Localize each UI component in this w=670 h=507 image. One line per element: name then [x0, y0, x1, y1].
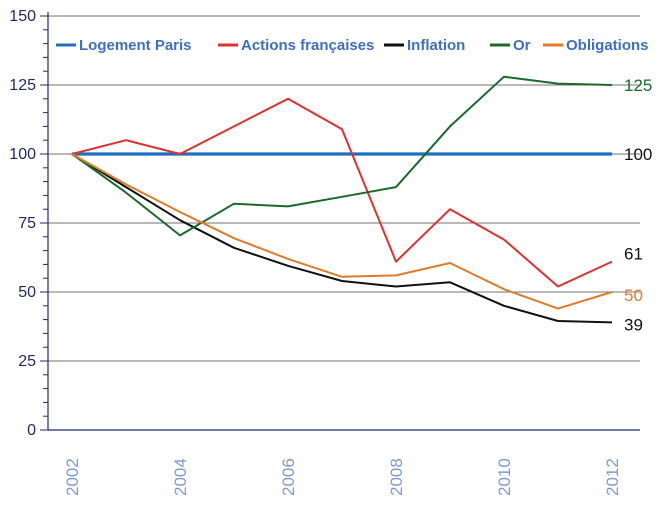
legend-label: Actions françaises — [241, 37, 374, 54]
y-tick-label: 50 — [18, 284, 36, 301]
x-axis: 2002 2004 2006 2008 2010 2012 — [48, 429, 640, 496]
series-line — [71, 97, 613, 288]
legend-label: Obligations — [566, 37, 649, 54]
x-tick-label: 2012 — [603, 458, 622, 496]
legend: Logement Paris Actions françaises Inflatio… — [56, 37, 649, 54]
series-line — [71, 153, 613, 310]
y-tick-label: 125 — [9, 77, 36, 94]
legend-label: Logement Paris — [79, 37, 192, 54]
legend-label: Or — [513, 37, 531, 54]
x-tick-label: 2006 — [279, 458, 298, 496]
x-tick-label: 2008 — [387, 458, 406, 496]
end-value-label: 100 — [624, 145, 652, 164]
y-tick-label: 25 — [18, 353, 36, 370]
x-tick-label: 2010 — [495, 458, 514, 496]
y-tick-label: 100 — [9, 146, 36, 163]
series-line — [71, 75, 613, 237]
x-tick-label: 2002 — [63, 458, 82, 496]
y-tick-label: 75 — [18, 215, 36, 232]
end-value-label: 39 — [624, 315, 643, 334]
y-tick-label: 0 — [27, 422, 36, 439]
series-line — [71, 153, 613, 324]
gridlines — [48, 15, 640, 362]
end-value-label: 61 — [624, 245, 643, 264]
y-tick-label: 150 — [9, 8, 36, 25]
series-lines — [71, 75, 613, 324]
end-value-label: 50 — [624, 286, 643, 305]
end-value-label: 125 — [624, 76, 652, 95]
y-axis: 0 25 50 75 100 125 150 — [9, 8, 49, 439]
legend-label: Inflation — [407, 37, 465, 54]
end-labels: 125 100 61 50 39 — [624, 76, 652, 334]
x-tick-label: 2004 — [171, 458, 190, 496]
